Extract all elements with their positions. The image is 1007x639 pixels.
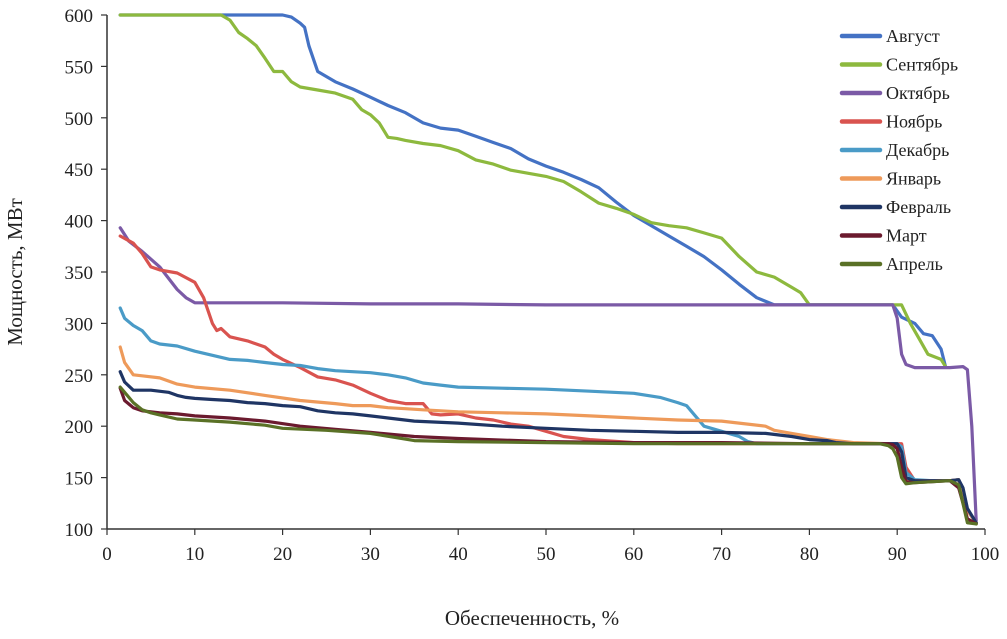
y-tick-label: 500: [65, 109, 94, 130]
legend-label: Январь: [886, 169, 941, 189]
y-tick-label: 250: [65, 366, 94, 387]
series-line-6: [118, 370, 978, 525]
x-tick-label: 40: [449, 544, 468, 565]
legend-label: Сентябрь: [886, 55, 958, 75]
x-axis-title: Обеспеченность, %: [445, 606, 619, 630]
series-line-3: [118, 234, 978, 525]
x-tick-label: 30: [361, 544, 380, 565]
series-line-5: [118, 345, 978, 525]
y-tick-label: 300: [65, 314, 94, 335]
x-tick-label: 70: [712, 544, 731, 565]
series-line-2: [118, 226, 978, 523]
legend-label: Март: [886, 226, 927, 246]
ticks: 0 10 20 30 40 50 60 70 80 90 100 100 150 200 250 300 350…: [65, 6, 1000, 565]
series-line-8: [118, 385, 978, 526]
legend-label: Февраль: [886, 197, 951, 217]
x-tick-label: 50: [537, 544, 556, 565]
y-tick-label: 150: [65, 469, 94, 490]
x-tick-label: 90: [888, 544, 907, 565]
x-tick-label: 80: [800, 544, 819, 565]
y-tick-label: 100: [65, 520, 94, 541]
x-tick-label: 20: [273, 544, 292, 565]
x-tick-label: 100: [971, 544, 1000, 565]
series-line-0: [118, 13, 948, 369]
legend-label: Декабрь: [886, 140, 949, 160]
legend-label: Апрель: [886, 254, 943, 274]
y-tick-label: 450: [65, 160, 94, 181]
x-tick-label: 10: [185, 544, 204, 565]
y-tick-label: 550: [65, 57, 94, 78]
series-lines: [118, 13, 978, 526]
legend-label: Август: [886, 26, 940, 46]
legend-label: Ноябрь: [886, 112, 942, 132]
series-line-7: [118, 386, 978, 526]
y-tick-label: 200: [65, 417, 94, 438]
y-tick-label: 600: [65, 6, 94, 27]
x-tick-label: 0: [102, 544, 112, 565]
legend-label: Октябрь: [886, 83, 950, 103]
legend: Август Сентябрь Октябрь Ноябрь Декабрь Январь…: [839, 26, 958, 274]
y-tick-label: 350: [65, 263, 94, 284]
y-axis-title: Мощность, МВт: [3, 198, 27, 346]
series-line-1: [118, 13, 948, 369]
x-tick-label: 60: [624, 544, 643, 565]
y-tick-label: 400: [65, 212, 94, 233]
